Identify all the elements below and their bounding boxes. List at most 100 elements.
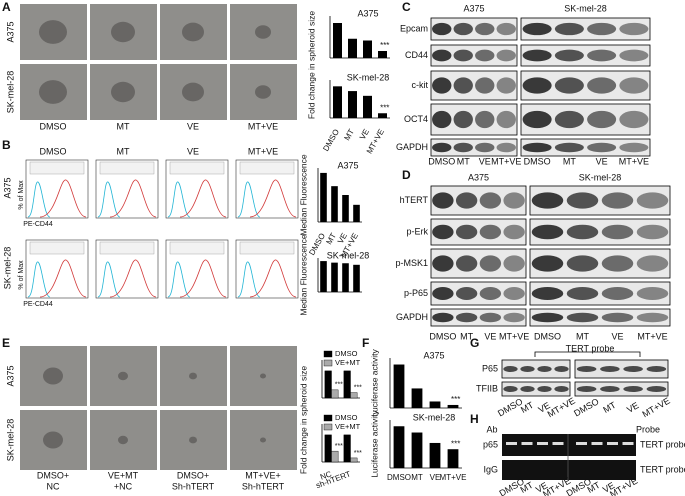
band bbox=[619, 49, 649, 62]
band bbox=[587, 49, 617, 62]
row-label: A375 bbox=[5, 21, 15, 42]
band bbox=[646, 366, 667, 372]
band bbox=[646, 386, 667, 392]
band bbox=[520, 366, 535, 372]
chart-title: A375 bbox=[337, 160, 358, 170]
band bbox=[623, 386, 643, 392]
band bbox=[503, 312, 525, 323]
band bbox=[503, 287, 525, 300]
x-tick-label: VE bbox=[430, 473, 441, 482]
bar bbox=[320, 172, 327, 222]
band bbox=[479, 312, 502, 323]
band bbox=[503, 386, 518, 392]
spheroid bbox=[189, 436, 197, 444]
spheroid bbox=[111, 81, 135, 103]
protein-label: GAPDH bbox=[396, 142, 428, 152]
column-label: DMSO bbox=[40, 146, 67, 156]
significance: *** bbox=[335, 382, 343, 389]
band bbox=[531, 255, 564, 272]
bar bbox=[331, 450, 339, 463]
lane-label: DMSO bbox=[572, 396, 600, 418]
spheroid bbox=[43, 431, 63, 449]
lane-label: MT+VE bbox=[546, 396, 577, 420]
band bbox=[432, 22, 452, 36]
band bbox=[601, 255, 634, 272]
chart-title: SK-mel-28 bbox=[347, 72, 390, 82]
legend-swatch bbox=[323, 414, 333, 422]
band bbox=[619, 142, 649, 153]
band bbox=[475, 110, 495, 129]
histogram-control bbox=[27, 181, 51, 218]
stats-table bbox=[169, 241, 225, 255]
bar bbox=[333, 23, 342, 58]
histogram-control bbox=[237, 181, 261, 218]
band bbox=[522, 77, 552, 94]
column-label: VE bbox=[187, 146, 199, 156]
histogram-stained bbox=[109, 259, 157, 298]
protein-label: c-kit bbox=[412, 80, 429, 90]
x-tick-label: DMSO bbox=[307, 232, 327, 257]
band bbox=[636, 287, 669, 300]
gel-band bbox=[506, 442, 517, 445]
bar bbox=[324, 370, 332, 399]
probe-label: TERT probe bbox=[566, 343, 615, 353]
legend-label: DMSO bbox=[335, 413, 358, 422]
chart-title: A375 bbox=[357, 8, 378, 18]
histogram-control bbox=[167, 261, 191, 298]
column-label: MT+VE bbox=[248, 146, 278, 156]
band bbox=[475, 22, 495, 36]
spheroid bbox=[39, 80, 67, 104]
band bbox=[531, 224, 564, 240]
band bbox=[520, 386, 535, 392]
row-label: TERT probe bbox=[640, 439, 685, 449]
histogram-control bbox=[27, 261, 51, 298]
band bbox=[537, 366, 552, 372]
band bbox=[496, 142, 516, 153]
spheroid bbox=[189, 372, 197, 380]
column-label: +NC bbox=[114, 481, 133, 491]
band bbox=[432, 224, 454, 240]
protein-label: GAPDH bbox=[396, 312, 428, 322]
axis-label: PE-CD44 bbox=[23, 301, 53, 308]
band bbox=[566, 287, 599, 300]
bar bbox=[411, 388, 423, 408]
significance: *** bbox=[380, 103, 389, 112]
column-label: Sh-hTERT bbox=[242, 481, 285, 491]
axis-label: % of Max bbox=[18, 180, 25, 210]
bar bbox=[378, 51, 387, 58]
panel-letter: H bbox=[470, 412, 479, 426]
histogram-stained bbox=[179, 259, 227, 298]
band bbox=[453, 142, 473, 153]
bar bbox=[343, 434, 351, 463]
y-axis-label: Median Fluorescence bbox=[298, 234, 308, 316]
band bbox=[503, 192, 525, 209]
bar bbox=[393, 364, 405, 408]
blot-box bbox=[430, 308, 527, 327]
bar bbox=[342, 263, 349, 292]
gel bbox=[502, 434, 636, 456]
protein-label: p-Erk bbox=[406, 226, 428, 236]
band bbox=[496, 22, 516, 36]
histogram-control bbox=[97, 261, 121, 298]
band bbox=[432, 192, 454, 209]
column-label: DMSO+ bbox=[177, 470, 209, 480]
column-label: DMSO bbox=[40, 121, 67, 131]
band bbox=[576, 366, 597, 372]
band bbox=[479, 287, 502, 300]
x-tick-label: NC bbox=[319, 469, 333, 481]
y-axis-label: Median Fluorescence bbox=[298, 154, 308, 236]
blot-box bbox=[529, 281, 671, 306]
protein-label: p-P65 bbox=[404, 288, 428, 298]
histogram-stained bbox=[39, 179, 87, 218]
blot-box bbox=[430, 138, 518, 157]
band bbox=[566, 224, 599, 240]
band bbox=[636, 312, 669, 323]
spheroid bbox=[39, 20, 67, 44]
lane-label: VE bbox=[611, 331, 623, 341]
y-axis-label: Luciferase activity bbox=[369, 348, 379, 416]
lane-label: MT+VE bbox=[637, 331, 667, 341]
band bbox=[554, 49, 584, 62]
spheroid bbox=[182, 82, 204, 102]
row-label: SK-mel-28 bbox=[5, 71, 15, 114]
band bbox=[636, 255, 669, 272]
